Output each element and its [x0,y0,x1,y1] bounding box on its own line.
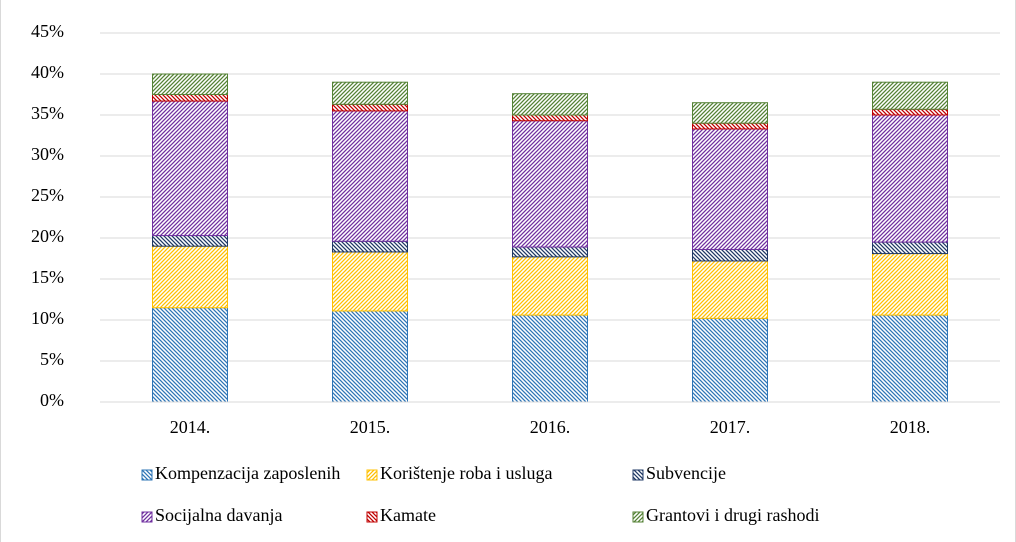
legend-label: Kamate [380,505,436,525]
bar-segment [512,256,588,316]
legend-label: Kompenzacija zaposlenih [155,463,340,483]
bar-segment [152,73,228,95]
y-tick-label: 5% [40,349,64,369]
bar-segment [152,94,228,102]
y-tick-label: 45% [31,21,64,41]
bar-segment [692,260,768,319]
bar-segment [152,235,228,247]
y-tick-label: 10% [31,308,64,328]
y-tick-label: 20% [31,226,64,246]
legend-swatch [366,511,378,523]
legend-swatch [141,469,153,481]
legend-label: Korištenje roba i usluga [380,463,552,483]
bar-segment [152,307,228,403]
y-tick-label: 25% [31,185,64,205]
legend-label: Socijalna davanja [155,505,282,525]
bar-segment [872,114,948,243]
bar-segment [692,248,768,262]
x-tick-label: 2018. [890,417,931,437]
legend-swatch [141,511,153,523]
bar-segment [692,122,768,130]
bar-segment [872,81,948,110]
bar-segment [152,245,228,309]
bar-segment [332,240,408,253]
bar-segment [332,310,408,403]
bar-segment [872,253,948,316]
legend-label: Grantovi i drugi rashodi [646,505,819,525]
y-tick-label: 35% [31,103,64,123]
bar-segment [332,251,408,312]
y-tick-label: 40% [31,62,64,82]
x-tick-label: 2016. [530,417,571,437]
legend-swatch [632,469,644,481]
bar-segment [512,120,588,248]
x-tick-label: 2015. [350,417,391,437]
y-tick-label: 0% [40,390,64,410]
bar-segment [512,246,588,258]
legend-label: Subvencije [646,463,726,483]
bar-segment [332,81,408,105]
bar-segment [692,102,768,124]
bar-segment [512,93,588,116]
legend-swatch [632,511,644,523]
bar-segment [512,114,588,122]
bar-segment [512,314,588,403]
bar-segment [332,110,408,242]
bar-segment [872,314,948,403]
bar-segment [332,103,408,112]
y-tick-label: 15% [31,267,64,287]
y-tick-label: 30% [31,144,64,164]
bar-segment [872,108,948,116]
bar-segment [152,100,228,237]
bar-segment [872,241,948,255]
legend-swatch [366,469,378,481]
bar-segment [692,317,768,403]
x-tick-label: 2017. [710,417,751,437]
bar-segment [692,128,768,250]
x-tick-label: 2014. [170,417,211,437]
